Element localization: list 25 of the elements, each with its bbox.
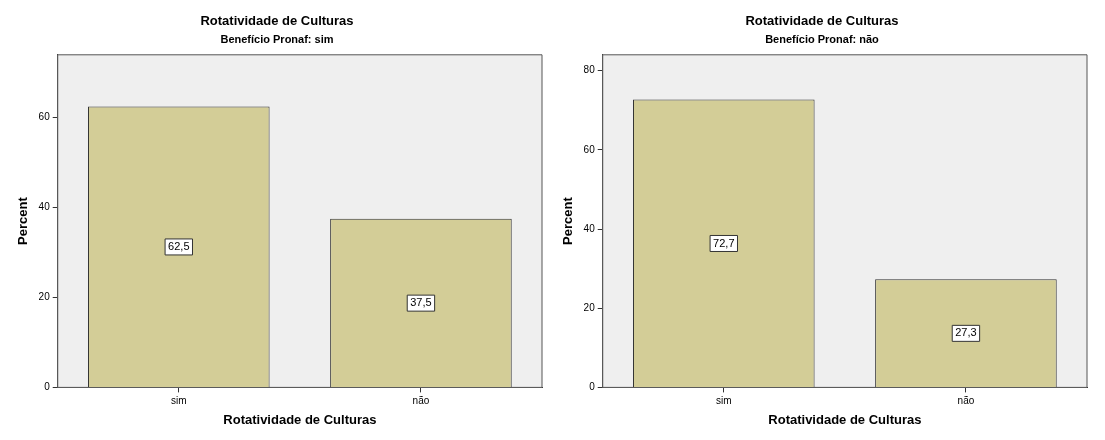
- chart-subtitle: Benefício Pronaf: sim: [220, 33, 334, 46]
- chart-title: Rotatividade de Culturas: [200, 13, 354, 29]
- y-tick-label: 80: [583, 64, 596, 76]
- y-tick-label: 40: [38, 201, 51, 213]
- x-axis-title: Rotatividade de Culturas: [768, 411, 922, 427]
- y-tick-label: 20: [583, 301, 596, 313]
- data-label: 37,5: [410, 296, 432, 309]
- chart-title: Rotatividade de Culturas: [745, 13, 899, 29]
- y-tick-label: 20: [38, 291, 51, 303]
- y-tick-label: 60: [38, 111, 51, 123]
- y-tick-label: 0: [589, 381, 596, 393]
- x-tick-label: não: [957, 395, 975, 407]
- y-axis-title: Percent: [15, 196, 31, 245]
- data-label: 72,7: [713, 236, 735, 249]
- y-axis-title: Percent: [560, 196, 576, 245]
- data-label: 62,5: [168, 239, 190, 252]
- chart-subtitle: Benefício Pronaf: não: [765, 33, 880, 46]
- y-tick-label: 0: [44, 381, 51, 393]
- data-label: 27,3: [955, 326, 977, 339]
- x-tick-label: sim: [171, 395, 187, 407]
- x-tick-label: não: [412, 395, 430, 407]
- y-tick-label: 60: [583, 143, 596, 155]
- x-axis-title: Rotatividade de Culturas: [223, 411, 377, 427]
- y-tick-label: 40: [583, 222, 596, 234]
- x-tick-label: sim: [716, 395, 732, 407]
